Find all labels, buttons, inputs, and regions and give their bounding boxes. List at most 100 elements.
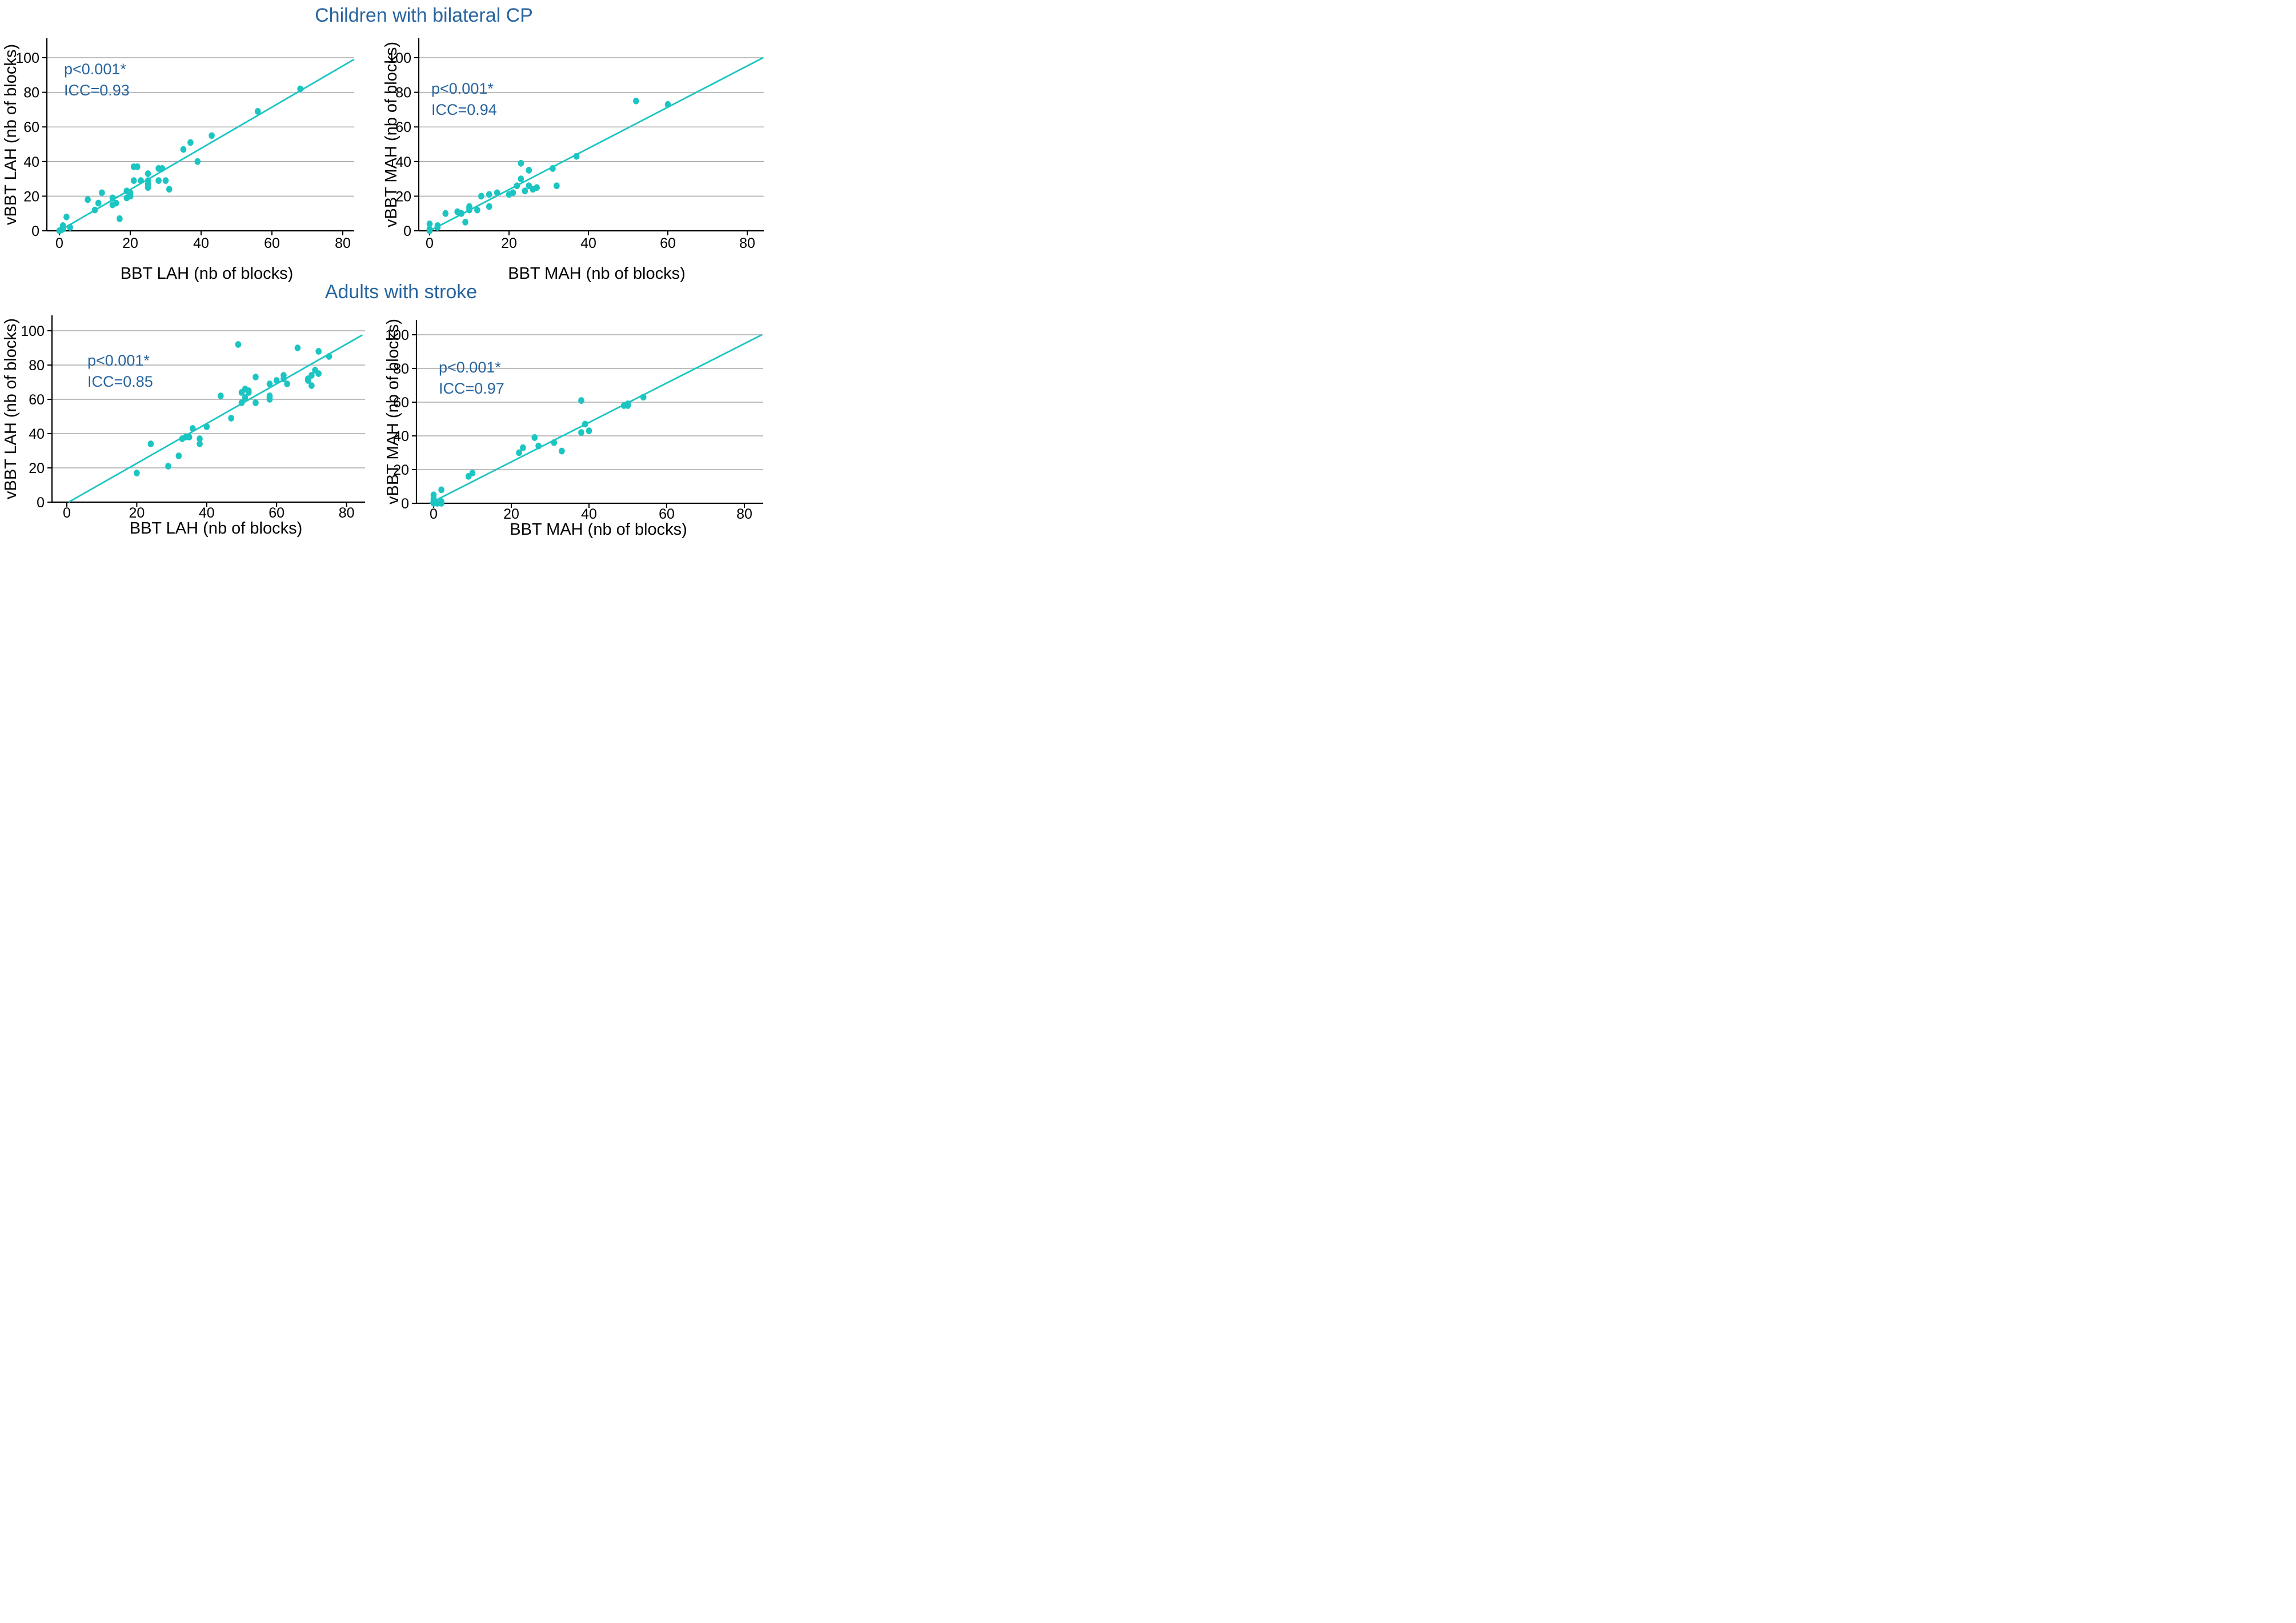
data-point <box>438 498 444 505</box>
data-point <box>633 97 639 105</box>
y-axis-label: vBBT LAH (nb of blocks) <box>2 318 20 499</box>
p-value-annotation: p<0.001* <box>439 359 501 376</box>
data-point <box>518 175 524 182</box>
data-point <box>526 167 532 174</box>
scatter-plots-canvas: 0 20 40 60 80 100 0 20 40 60 80 BBT LAH (nb of bloc… <box>2 38 764 539</box>
y-tick-label: 100 <box>387 50 411 66</box>
data-point <box>426 220 433 227</box>
data-point <box>197 435 203 442</box>
data-point <box>145 170 151 177</box>
data-point <box>315 370 322 377</box>
x-tick-label: 40 <box>580 235 596 251</box>
data-point <box>640 394 647 401</box>
data-point <box>535 442 542 450</box>
data-point <box>522 187 528 195</box>
x-tick-label: 20 <box>503 506 519 522</box>
data-point <box>554 182 560 190</box>
data-point <box>466 203 472 210</box>
data-point <box>559 447 565 455</box>
data-point <box>582 420 588 428</box>
data-point <box>180 146 187 153</box>
y-tick-label: 100 <box>21 323 45 339</box>
data-point <box>175 452 182 459</box>
data-point <box>578 397 584 404</box>
y-tick-label: 60 <box>393 395 409 411</box>
data-point <box>462 218 468 226</box>
data-point <box>294 344 301 351</box>
x-axis-label: BBT LAH (nb of blocks) <box>130 519 302 538</box>
data-point <box>217 392 224 399</box>
data-point <box>514 182 520 190</box>
y-axis-label: vBBT LAH (nb of blocks) <box>2 44 20 225</box>
data-point <box>510 189 516 197</box>
data-point <box>469 470 476 476</box>
x-tick-label: 20 <box>122 235 138 251</box>
data-point <box>664 101 671 108</box>
x-tick-label: 0 <box>55 235 63 251</box>
data-point <box>209 132 215 139</box>
x-tick-label: 40 <box>581 506 597 522</box>
y-tick-label: 20 <box>395 189 411 205</box>
x-tick-label: 60 <box>269 505 285 521</box>
data-point <box>586 427 592 435</box>
y-tick-label: 60 <box>29 392 45 408</box>
data-point <box>109 194 116 202</box>
y-tick-label: 40 <box>393 428 409 444</box>
data-point <box>534 184 540 191</box>
x-tick-label: 0 <box>63 505 71 521</box>
y-tick-label: 100 <box>385 327 409 343</box>
data-point <box>245 387 252 394</box>
data-point <box>197 440 203 447</box>
x-tick-label: 80 <box>739 235 755 251</box>
data-point <box>486 203 492 210</box>
data-point <box>67 224 73 231</box>
data-point <box>242 394 249 401</box>
x-tick-label: 60 <box>659 506 675 522</box>
p-value-annotation: p<0.001* <box>431 80 494 97</box>
data-point <box>127 189 134 197</box>
data-point <box>266 380 273 387</box>
data-point <box>478 193 484 200</box>
x-axis-label: BBT MAH (nb of blocks) <box>508 265 686 283</box>
data-point <box>228 415 234 422</box>
data-point <box>238 399 245 406</box>
x-tick-label: 0 <box>426 235 434 251</box>
data-point <box>186 434 193 440</box>
y-axis-label: vBBT MAH (nb of blocks) <box>384 319 402 504</box>
data-point <box>99 189 105 197</box>
data-point <box>550 165 556 172</box>
x-tick-label: 80 <box>335 235 351 251</box>
data-point <box>458 210 464 217</box>
data-point <box>162 177 169 185</box>
data-point <box>494 189 500 197</box>
data-point <box>326 353 332 360</box>
data-point <box>95 199 102 207</box>
y-tick-label: 80 <box>29 358 45 374</box>
data-point <box>203 423 210 430</box>
y-tick-label: 40 <box>395 154 411 170</box>
x-tick-label: 60 <box>264 235 280 251</box>
data-point <box>253 399 259 406</box>
y-tick-label: 20 <box>393 462 409 478</box>
trend-line <box>68 334 363 503</box>
y-tick-label: 40 <box>29 426 45 442</box>
data-point <box>518 159 524 167</box>
data-point <box>284 380 290 387</box>
p-value-annotation: p<0.001* <box>64 61 126 78</box>
group-title-adults-stroke: Adults with stroke <box>324 281 478 303</box>
x-tick-label: 0 <box>430 506 438 522</box>
data-point <box>430 491 437 499</box>
data-point <box>166 186 173 193</box>
x-tick-label: 20 <box>501 235 517 251</box>
icc-annotation: ICC=0.97 <box>439 380 504 397</box>
data-point <box>426 226 433 233</box>
y-tick-label: 60 <box>395 119 411 135</box>
y-tick-label: 60 <box>23 119 39 135</box>
icc-annotation: ICC=0.93 <box>64 82 130 99</box>
y-tick-label: 0 <box>37 495 45 511</box>
data-point <box>59 222 66 229</box>
data-point <box>516 449 522 456</box>
data-point <box>281 372 287 379</box>
y-tick-label: 80 <box>393 361 409 377</box>
data-point <box>155 177 162 185</box>
